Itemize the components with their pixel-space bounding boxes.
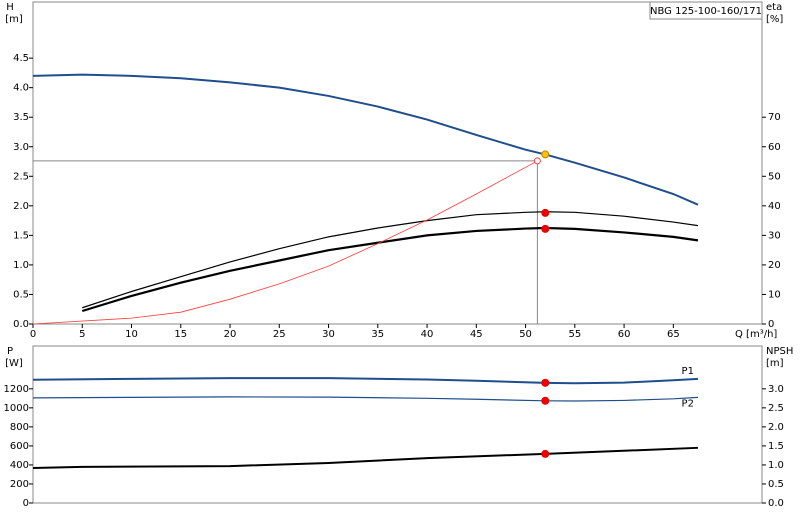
y2-tick-label: 0.5 <box>768 479 784 490</box>
chart-title: NBG 125-100-160/171 <box>650 6 762 17</box>
x-tick-label: 40 <box>421 329 434 340</box>
plot-frame <box>32 1 763 325</box>
series-line <box>81 226 699 313</box>
series-label: P2 <box>682 398 694 409</box>
duty-point <box>541 378 550 387</box>
y-tick-label: 1.5 <box>13 230 29 241</box>
x-tick-label: 25 <box>273 329 286 340</box>
x-tick-label: 45 <box>470 329 483 340</box>
y-tick-label: 1000 <box>4 403 29 414</box>
series-line <box>32 160 538 325</box>
duty-point <box>541 150 550 159</box>
y-axis-label: P <box>7 346 13 357</box>
y-tick-label: 0 <box>23 498 29 509</box>
x-tick-label: 35 <box>371 329 384 340</box>
x-tick-label: 15 <box>174 329 187 340</box>
title-box <box>649 1 763 20</box>
series-label: P1 <box>682 366 694 377</box>
operating-point <box>533 157 541 165</box>
y-tick-label: 400 <box>10 460 29 471</box>
duty-point <box>541 449 550 458</box>
x-tick-label: 0 <box>30 329 36 340</box>
y2-tick-label: 0 <box>768 319 774 330</box>
y2-tick-label: 0.0 <box>768 498 784 509</box>
y-tick-label: 0.0 <box>13 319 29 330</box>
series-line <box>32 446 699 469</box>
y2-tick-label: 3.0 <box>768 384 784 395</box>
y2-tick-label: 60 <box>768 142 781 153</box>
y-tick-label: 1.0 <box>13 260 29 271</box>
y-tick-label: 200 <box>10 479 29 490</box>
y2-tick-label: 50 <box>768 171 781 182</box>
x-tick-label: 55 <box>568 329 581 340</box>
y2-tick-label: 1.5 <box>768 441 784 452</box>
y-tick-label: 600 <box>10 441 29 452</box>
y2-tick-label: 2.5 <box>768 403 784 414</box>
duty-point <box>541 396 550 405</box>
y-tick-label: 800 <box>10 422 29 433</box>
series-line <box>82 211 699 309</box>
x-tick-label: 60 <box>618 329 631 340</box>
duty-point <box>541 208 550 217</box>
y2-tick-label: 1.0 <box>768 460 784 471</box>
x-axis-label: Q [m³/h] <box>735 329 777 340</box>
plot-frame <box>32 345 763 504</box>
y-tick-label: 1200 <box>4 384 29 395</box>
y2-axis-unit: [m] <box>766 358 784 369</box>
y2-tick-label: 2.0 <box>768 422 784 433</box>
x-tick-label: 20 <box>224 329 237 340</box>
y-tick-label: 2.5 <box>13 171 29 182</box>
series-line <box>32 73 699 206</box>
x-tick-label: 10 <box>125 329 138 340</box>
y-tick-label: 3.5 <box>13 112 29 123</box>
y2-tick-label: 10 <box>768 289 781 300</box>
x-tick-label: 65 <box>667 329 680 340</box>
y-tick-label: 3.0 <box>13 142 29 153</box>
x-tick-label: 30 <box>322 329 335 340</box>
y-tick-label: 4.5 <box>13 53 29 64</box>
y-axis-label: H <box>6 2 14 13</box>
duty-point <box>541 224 550 233</box>
y2-tick-label: 20 <box>768 260 781 271</box>
y-tick-label: 4.0 <box>13 83 29 94</box>
y-axis-unit: [m] <box>5 14 23 25</box>
y2-axis-label: eta <box>766 2 782 13</box>
series-line <box>32 377 699 385</box>
y2-axis-unit: [%] <box>766 14 783 25</box>
series-line <box>32 396 699 402</box>
x-tick-label: 50 <box>519 329 532 340</box>
y-axis-unit: [W] <box>5 358 23 369</box>
y-tick-label: 0.5 <box>13 289 29 300</box>
y2-tick-label: 30 <box>768 230 781 241</box>
x-tick-label: 5 <box>79 329 85 340</box>
y2-tick-label: 40 <box>768 201 781 212</box>
y2-axis-label: NPSH <box>766 346 793 357</box>
y2-tick-label: 70 <box>768 112 781 123</box>
y-tick-label: 2.0 <box>13 201 29 212</box>
